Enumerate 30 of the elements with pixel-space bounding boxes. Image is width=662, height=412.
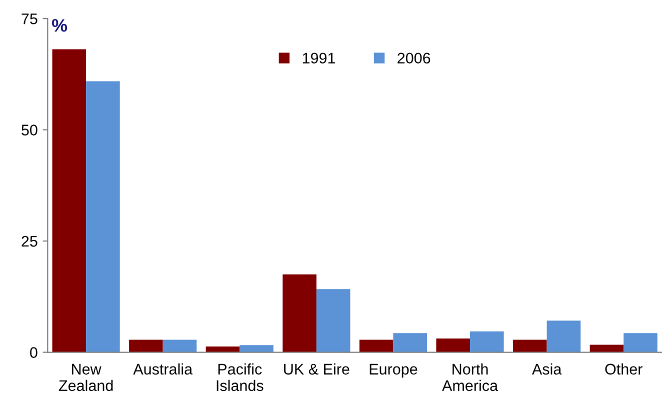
y-tick-label: 50 — [22, 124, 38, 136]
y-tick-label: 0 — [30, 347, 38, 358]
bar — [316, 289, 350, 352]
bar — [359, 340, 394, 352]
legend-label: 2006 — [398, 52, 430, 64]
x-tick-label: UK & Eire — [284, 363, 350, 375]
bar — [513, 340, 547, 352]
bar — [436, 338, 470, 352]
bar — [546, 320, 581, 352]
x-tick-label: Europe — [370, 364, 418, 378]
x-tick-label: New Zealand — [58, 364, 113, 392]
bar — [162, 340, 197, 352]
bar — [240, 345, 274, 352]
x-tick-label: North America — [442, 363, 498, 392]
y-axis-title: % — [52, 19, 68, 32]
bar — [470, 331, 504, 352]
bar — [129, 340, 163, 352]
y-tick-label: 25 — [22, 236, 38, 247]
x-tick-label: Australia — [133, 363, 193, 375]
x-tick-label: Pacific Islands — [216, 363, 264, 392]
x-tick-label: Asia — [532, 363, 562, 375]
bar — [86, 81, 120, 352]
bar — [590, 344, 624, 352]
bar — [624, 333, 658, 352]
y-tick-label: 75 — [22, 14, 38, 24]
bar — [393, 333, 428, 352]
x-tick-label: Other — [605, 363, 642, 375]
bar — [52, 49, 86, 352]
legend-label: 1991 — [302, 52, 335, 64]
bar — [282, 274, 316, 352]
